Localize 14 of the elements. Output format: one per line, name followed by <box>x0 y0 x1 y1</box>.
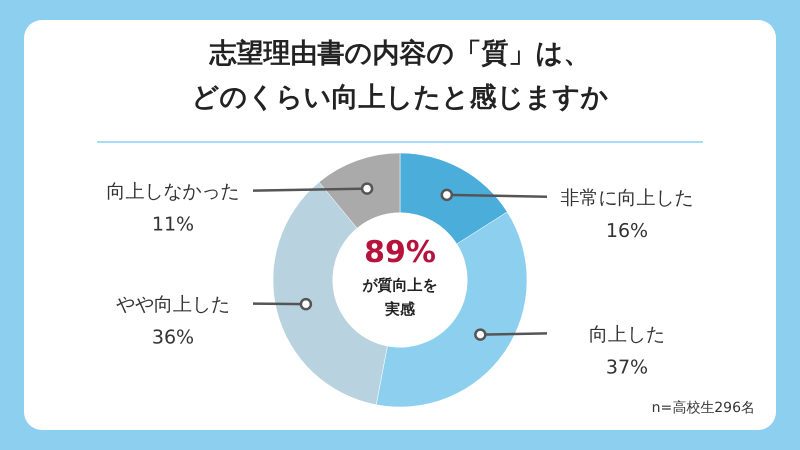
text: 実感 <box>384 300 416 318</box>
text: が質向上を <box>362 276 438 294</box>
data-label: 11% <box>152 214 194 236</box>
text: n=高校生296名 <box>652 400 755 416</box>
data-label: 36% <box>152 326 194 349</box>
text: 89% <box>364 235 436 270</box>
slice-label: やや向上した <box>116 294 230 316</box>
slice-label: 向上しなかった <box>106 180 240 203</box>
data-label: 37% <box>606 356 648 378</box>
slice-label: 非常に向上した <box>560 186 694 209</box>
data-label: 16% <box>606 220 648 242</box>
chart-title: 志望理由書の内容の「質」は、 <box>208 38 590 69</box>
chart-subtitle: どのくらい向上したと感じますか <box>192 82 608 113</box>
slice-label: 向上した <box>589 323 665 346</box>
